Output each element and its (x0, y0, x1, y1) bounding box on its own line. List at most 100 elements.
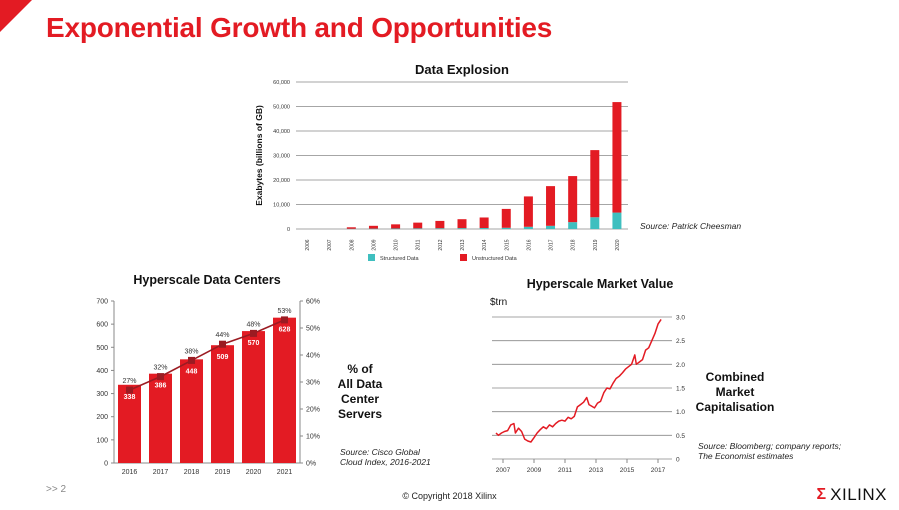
bar-segment (523, 196, 533, 227)
xilinx-logo-icon: Σ (816, 486, 827, 503)
bar-segment (612, 102, 622, 213)
chart-title: Data Explosion (415, 62, 509, 77)
y-tick-label: 700 (96, 299, 108, 306)
x-tick-label: 2013 (589, 467, 604, 474)
data-explosion-source: Source: Patrick Cheesman (640, 221, 742, 231)
y2-tick-label: 10% (306, 434, 320, 441)
note-line: Market (715, 385, 755, 399)
x-tick-label: 2020 (246, 469, 262, 476)
bar-value-label: 570 (248, 340, 260, 347)
y-tick-label: 30,000 (273, 154, 290, 160)
bar-segment (501, 208, 511, 228)
x-tick-label: 2019 (215, 469, 231, 476)
y2-tick-label: 20% (306, 407, 320, 414)
legend-label: Structured Data (380, 256, 419, 262)
bar-value-label: 338 (124, 394, 136, 401)
cisco-source: Source: Cisco Global Cloud Index, 2016-2… (340, 447, 431, 467)
hyperscale-market-value-chart: Hyperscale Market Value $trn 0 0.5 1.0 1.5 2.0… (490, 277, 685, 474)
bar-segment (457, 219, 467, 229)
legend-swatch (368, 254, 375, 261)
y-tick-label: 1.0 (676, 409, 685, 416)
x-tick-label: 2009 (371, 239, 377, 250)
bar-value-label: 448 (186, 368, 198, 375)
x-tick-label: 2016 (526, 239, 532, 250)
market-value-line (495, 318, 662, 443)
bar-segment (501, 227, 511, 229)
y2-tick-label: 0% (306, 461, 316, 468)
page-number: >> 2 (46, 484, 67, 495)
percent-label: 38% (184, 348, 198, 355)
bar-segment (435, 220, 445, 229)
x-tick-label: 2015 (620, 467, 635, 474)
y-axis-label: Exabytes (billions of GB) (254, 105, 264, 206)
y-tick-label: 0 (676, 457, 680, 464)
chart-title: Hyperscale Data Centers (133, 273, 280, 287)
data-explosion-chart: Data Explosion 0 10,000 20,000 30,000 40,000 5… (254, 62, 628, 262)
y-tick-label: 600 (96, 322, 108, 329)
legend-swatch (460, 254, 467, 261)
y-tick-label: 100 (96, 437, 108, 444)
y-tick-label: 0 (287, 227, 290, 233)
percent-marker (157, 373, 164, 381)
source-line: Cloud Index, 2016-2021 (340, 457, 431, 467)
slide-title: Exponential Growth and Opportunities (46, 12, 553, 43)
y-tick-label: 60,000 (273, 80, 290, 86)
x-tick-label: 2016 (122, 469, 138, 476)
x-tick-label: 2015 (504, 239, 510, 250)
percent-marker (126, 386, 133, 394)
bar-segment (568, 176, 578, 223)
x-tick-label: 2011 (558, 467, 572, 474)
percent-label: 44% (215, 332, 229, 339)
x-tick-label: 2009 (527, 467, 542, 474)
percent-marker (281, 316, 288, 324)
y-tick-label: 50,000 (273, 105, 290, 111)
x-tick-label: 2006 (305, 239, 311, 250)
y-tick-label: 200 (96, 414, 108, 421)
note-line: Center (340, 392, 379, 406)
unit-label: $trn (490, 297, 507, 308)
y-tick-label: 40,000 (273, 129, 290, 135)
x-tick-label: 2010 (394, 239, 400, 250)
xilinx-logo-text: XILINX (830, 485, 887, 504)
y-tick-label: 0.5 (676, 433, 685, 440)
percent-label: 53% (277, 308, 291, 315)
y2-tick-label: 30% (306, 380, 320, 387)
bar-segment (546, 225, 556, 229)
bar-value-label: 386 (155, 383, 167, 390)
chart-title: Hyperscale Market Value (527, 277, 674, 291)
bar-segment (546, 186, 556, 226)
y-tick-label: 2.0 (676, 362, 685, 369)
bar-segment (612, 212, 622, 229)
bar (273, 317, 296, 463)
x-tick-label: 2011 (416, 239, 422, 250)
y-tick-label: 0 (104, 461, 108, 468)
bar-segment (590, 217, 600, 229)
y-tick-label: 20,000 (273, 178, 290, 184)
y-tick-label: 3.0 (676, 315, 685, 322)
y-tick-label: 10,000 (273, 203, 290, 209)
x-tick-label: 2017 (153, 469, 169, 476)
bar (118, 384, 141, 463)
x-tick-label: 2017 (651, 467, 666, 474)
x-tick-label: 2019 (593, 239, 599, 250)
y-tick-label: 1.5 (676, 386, 685, 393)
x-tick-label: 2018 (184, 469, 200, 476)
market-cap-note: Combined Market Capitalisation (695, 370, 775, 415)
servers-percent-note: % of All Data Center Servers (330, 362, 390, 422)
copyright: © Copyright 2018 Xilinx (402, 491, 497, 501)
bar-value-label: 628 (279, 327, 291, 334)
x-tick-label: 2012 (438, 239, 444, 250)
xilinx-logo: Σ XILINX (817, 485, 887, 505)
percent-label: 48% (246, 321, 260, 328)
note-line: Combined (705, 370, 765, 384)
bar-segment (346, 227, 356, 229)
x-tick-label: 2008 (349, 239, 355, 250)
bar-segment (523, 226, 533, 229)
x-tick-label: 2007 (327, 239, 333, 250)
bar-segment (391, 224, 401, 229)
x-tick-label: 2017 (549, 239, 555, 250)
bar-segment (413, 228, 423, 229)
note-line: Capitalisation (695, 400, 775, 414)
y-tick-label: 400 (96, 368, 108, 375)
corner-accent (0, 0, 32, 32)
